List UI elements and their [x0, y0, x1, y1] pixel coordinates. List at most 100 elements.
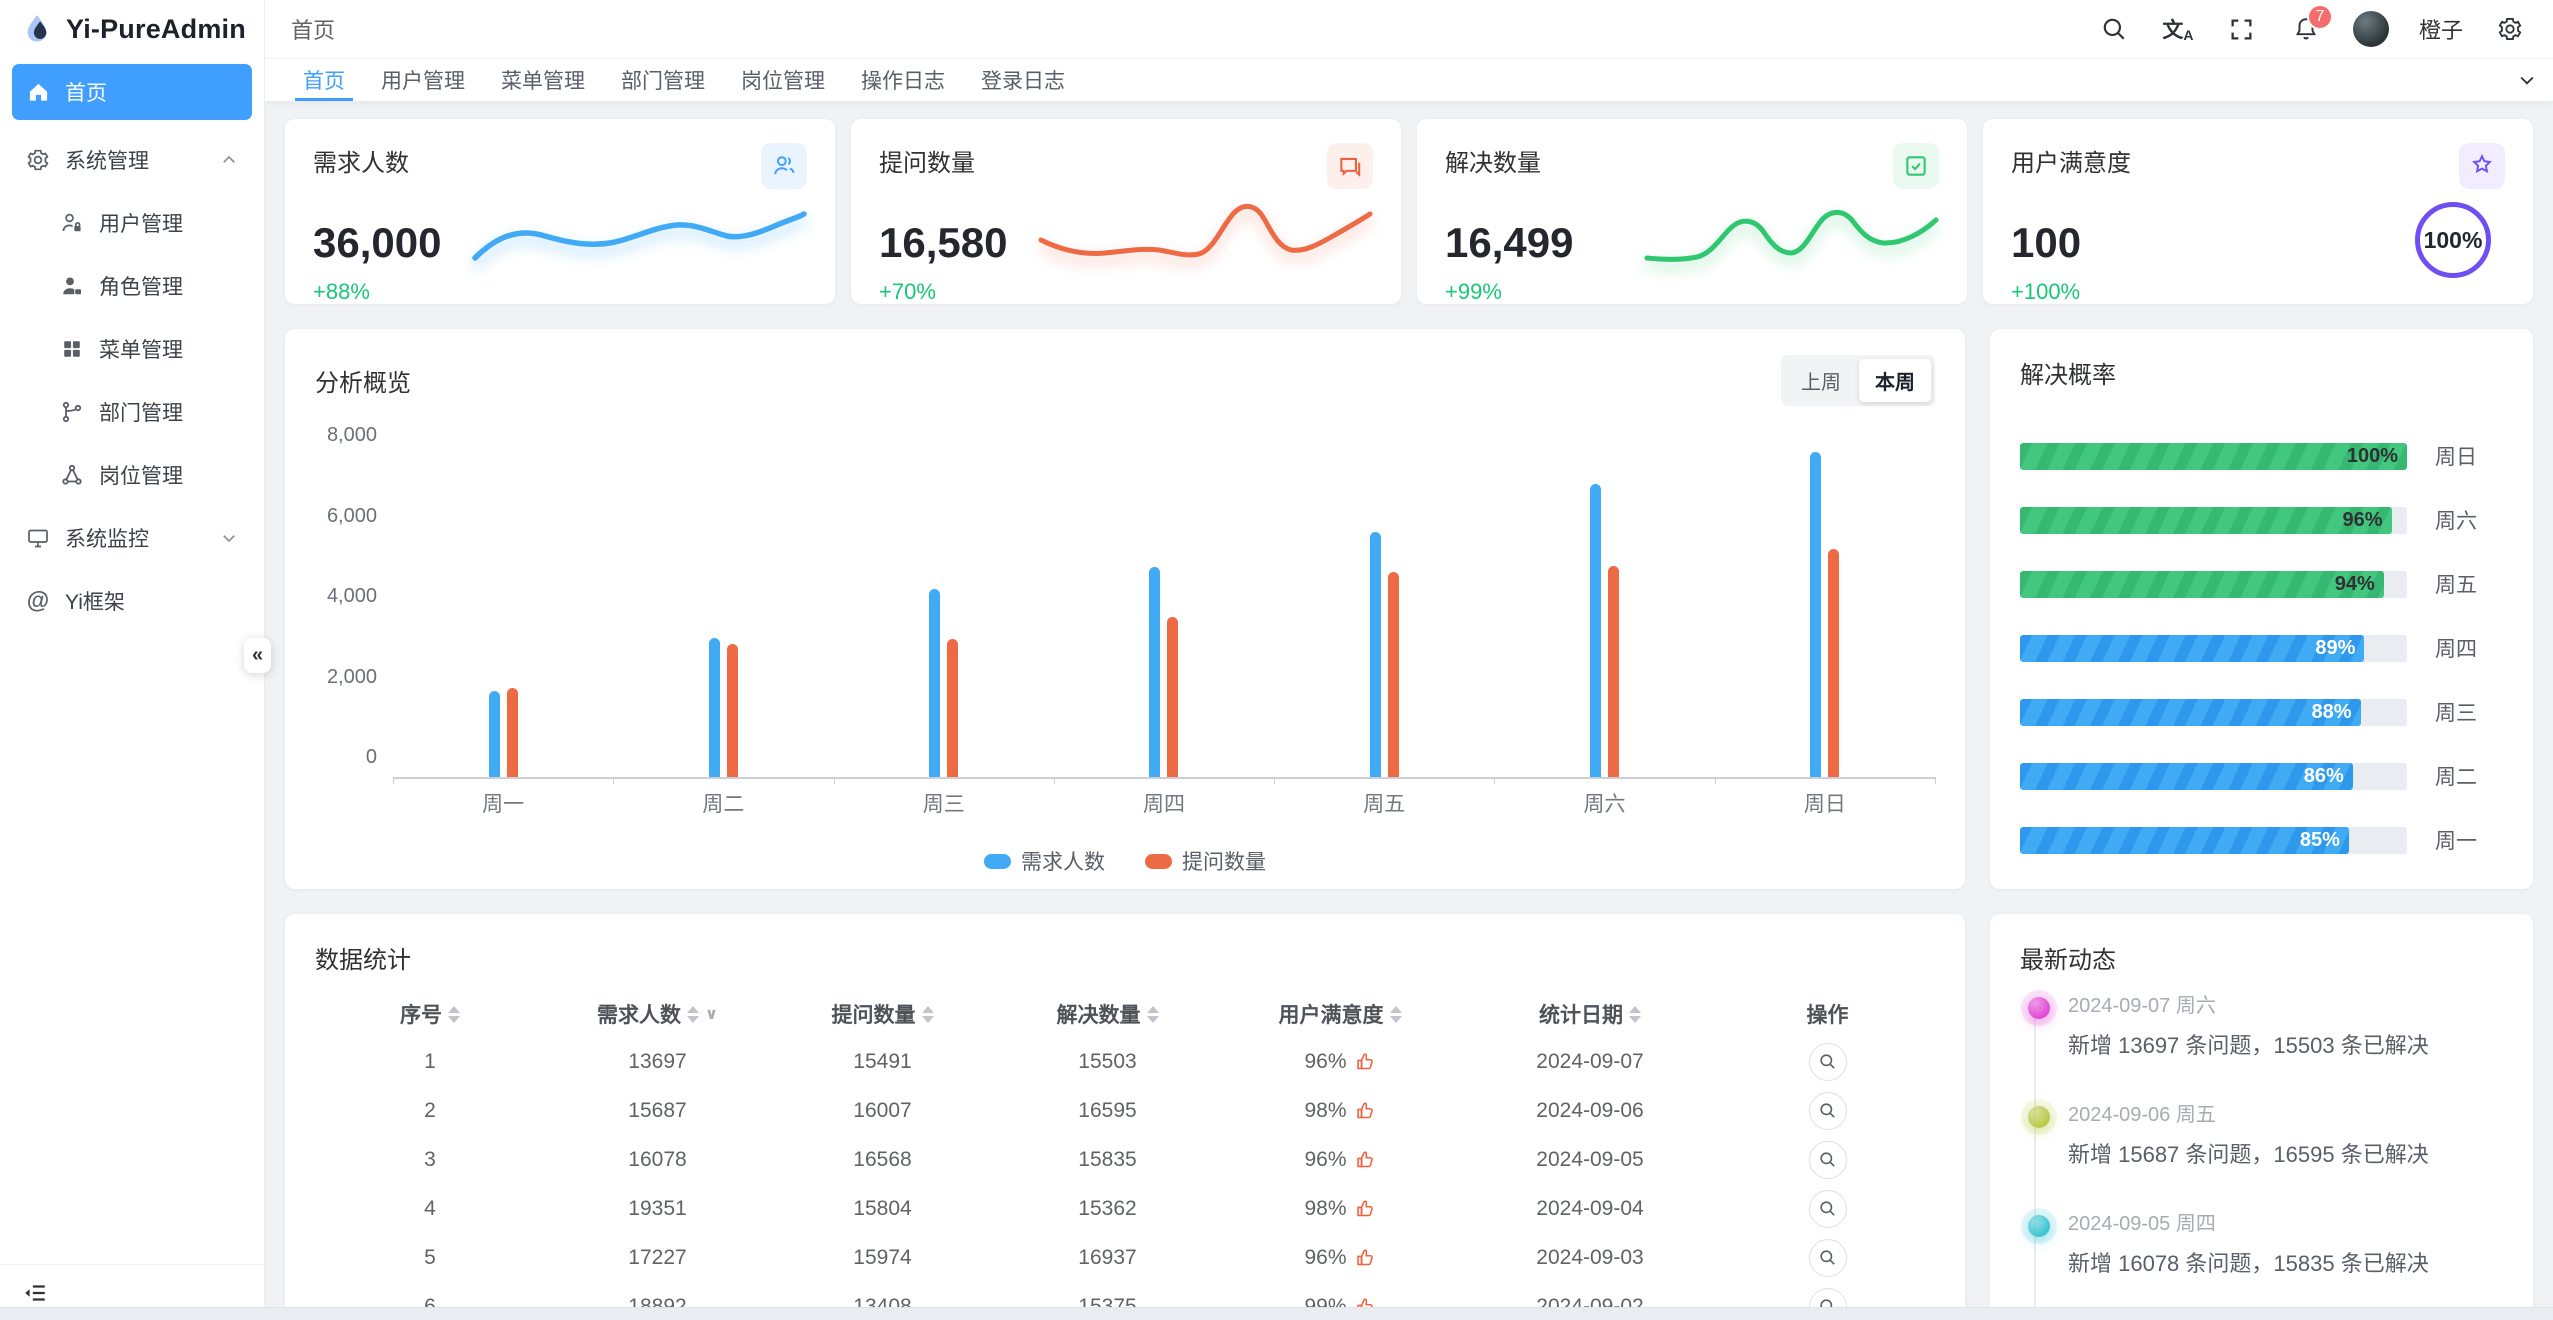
column-header-5[interactable]: 统计日期: [1460, 999, 1720, 1029]
table-row[interactable]: 3 16078 16568 15835 96% 2024-09-05: [315, 1135, 1935, 1184]
solve-probability-row: 100% 周日: [2020, 424, 2503, 488]
sidebar-item-post-management[interactable]: 岗位管理: [12, 443, 252, 506]
latest-activity-card: 最新动态 2024-09-07 周六 新增 13697 条问题，15503 条已解…: [1990, 914, 2533, 1320]
questions-bar[interactable]: [1387, 572, 1399, 777]
sidebar-collapse-fab[interactable]: «: [244, 638, 271, 673]
questions-bar[interactable]: [947, 639, 959, 777]
tab-home[interactable]: 首页: [285, 59, 363, 101]
table-body: 1 13697 15491 15503 96% 2024-09-07 2 15687 16007…: [315, 1037, 1935, 1320]
questions-bar[interactable]: [1608, 566, 1620, 777]
sidebar-item-menu-management[interactable]: 菜单管理: [12, 317, 252, 380]
menu-fold-icon[interactable]: [22, 1280, 48, 1306]
sort-carets-icon[interactable]: [1629, 1005, 1641, 1023]
search-icon[interactable]: [2097, 12, 2131, 46]
sidebar-item-system-monitor[interactable]: 系统监控: [12, 506, 252, 569]
horizontal-scrollbar[interactable]: [0, 1307, 2553, 1320]
column-header-6[interactable]: 操作: [1720, 999, 1935, 1029]
view-row-button[interactable]: [1808, 1091, 1847, 1130]
stat-cards-row: 需求人数 36,000 +88% 提问数量 16,: [285, 119, 2533, 304]
tab-post-management[interactable]: 岗位管理: [741, 70, 825, 93]
last-week-button[interactable]: 上周: [1801, 372, 1841, 394]
legend-item[interactable]: 提问数量: [1145, 846, 1266, 876]
view-row-button[interactable]: [1808, 1189, 1847, 1228]
sort-carets-icon[interactable]: [921, 1005, 934, 1023]
column-header-3[interactable]: 解决数量: [995, 999, 1220, 1029]
filter-chevron-icon[interactable]: ∨: [705, 1006, 718, 1023]
view-row-button[interactable]: [1808, 1140, 1847, 1179]
tab-login-log[interactable]: 登录日志: [981, 70, 1065, 93]
tab-user-management[interactable]: 用户管理: [381, 70, 465, 93]
questions-bar[interactable]: [506, 688, 518, 777]
sidebar-item-system-management[interactable]: 系统管理: [12, 128, 252, 191]
legend-label: 提问数量: [1182, 851, 1266, 874]
demand-bar[interactable]: [1369, 532, 1381, 777]
progress-value: 85%: [2299, 828, 2340, 851]
demand-bar[interactable]: [929, 589, 941, 777]
timeline-item: 2024-09-07 周六 新增 13697 条问题，15503 条已解决: [2024, 989, 2503, 1060]
sidebar-item-department-management[interactable]: 部门管理: [12, 380, 252, 443]
table-row[interactable]: 1 13697 15491 15503 96% 2024-09-07: [315, 1037, 1935, 1086]
this-week-button[interactable]: 本周: [1859, 359, 1931, 402]
legend-item[interactable]: 需求人数: [984, 846, 1105, 876]
stat-title: 用户满意度: [2011, 150, 2131, 177]
tabs-dropdown-chevron-icon[interactable]: [2517, 59, 2537, 101]
progress-fill: 94%: [2020, 570, 2384, 598]
table-row[interactable]: 5 17227 15974 16937 96% 2024-09-03: [315, 1233, 1935, 1282]
tab-menu-management[interactable]: 菜单管理: [501, 70, 585, 93]
demand-bar[interactable]: [488, 691, 500, 777]
notification-bell-icon[interactable]: 7: [2289, 4, 2333, 46]
view-row-button[interactable]: [1808, 1042, 1847, 1081]
cell-index: 3: [424, 1147, 436, 1171]
sidebar-item-label: 系统管理: [65, 149, 149, 173]
sidebar-item-yi-framework[interactable]: @ Yi框架: [12, 569, 252, 632]
view-row-button[interactable]: [1808, 1238, 1847, 1277]
column-header-2[interactable]: 提问数量: [770, 999, 995, 1029]
monitor-icon: [26, 526, 50, 550]
sort-carets-icon[interactable]: [1389, 1005, 1402, 1023]
progress-track: 85%: [2020, 826, 2407, 854]
thumbs-up-icon: [1356, 1102, 1373, 1119]
sort-carets-icon[interactable]: [448, 1005, 460, 1023]
user-avatar[interactable]: [2352, 11, 2389, 47]
stat-delta: +88%: [313, 279, 370, 304]
satisfaction-value: 96%: [1304, 1245, 1347, 1269]
column-header-0[interactable]: 序号: [315, 999, 545, 1029]
questions-bar[interactable]: [1828, 549, 1840, 777]
demand-bar[interactable]: [1149, 567, 1161, 777]
breadcrumb[interactable]: 首页: [291, 18, 336, 43]
app-logo-row[interactable]: Yi-PureAdmin: [0, 0, 264, 58]
cell-satisfaction: 96%: [1220, 1050, 1460, 1074]
demand-bar[interactable]: [1810, 452, 1822, 777]
sort-carets-icon[interactable]: [1146, 1005, 1159, 1023]
column-label: 需求人数: [597, 1004, 681, 1027]
tab-department-management[interactable]: 部门管理: [621, 70, 705, 93]
stat-value: 16,580: [879, 219, 1008, 266]
questions-bar[interactable]: [726, 644, 738, 777]
demand-bar[interactable]: [708, 638, 720, 777]
cell-demand: 19351: [628, 1196, 687, 1220]
settings-gear-icon[interactable]: [2493, 12, 2527, 46]
table-row[interactable]: 2 15687 16007 16595 98% 2024-09-06: [315, 1086, 1935, 1135]
fullscreen-icon[interactable]: [2225, 12, 2259, 46]
x-tick-label: 周六: [1583, 793, 1626, 816]
questions-bar[interactable]: [1167, 617, 1179, 777]
sidebar-item-user-management[interactable]: 用户管理: [12, 191, 252, 254]
table-row[interactable]: 4 19351 15804 15362 98% 2024-09-04: [315, 1184, 1935, 1233]
sidebar-item-home[interactable]: 首页: [12, 64, 252, 120]
cell-questions: 15491: [853, 1049, 912, 1073]
column-header-1[interactable]: 需求人数 ∨: [545, 999, 770, 1029]
timeline-text: 新增 13697 条问题，15503 条已解决: [2068, 1033, 2429, 1058]
chart-legend: 需求人数 提问数量: [315, 846, 1935, 876]
demand-bar[interactable]: [1590, 484, 1602, 777]
username[interactable]: 橙子: [2418, 18, 2463, 43]
sort-carets-icon[interactable]: [687, 1005, 699, 1023]
sidebar-item-role-management[interactable]: 角色管理: [12, 254, 252, 317]
x-tick-label: 周五: [1363, 793, 1406, 816]
column-header-4[interactable]: 用户满意度: [1220, 999, 1460, 1029]
cell-actions: [1720, 1091, 1935, 1130]
tab-operation-log[interactable]: 操作日志: [861, 70, 945, 93]
bars-area: [393, 434, 1936, 784]
